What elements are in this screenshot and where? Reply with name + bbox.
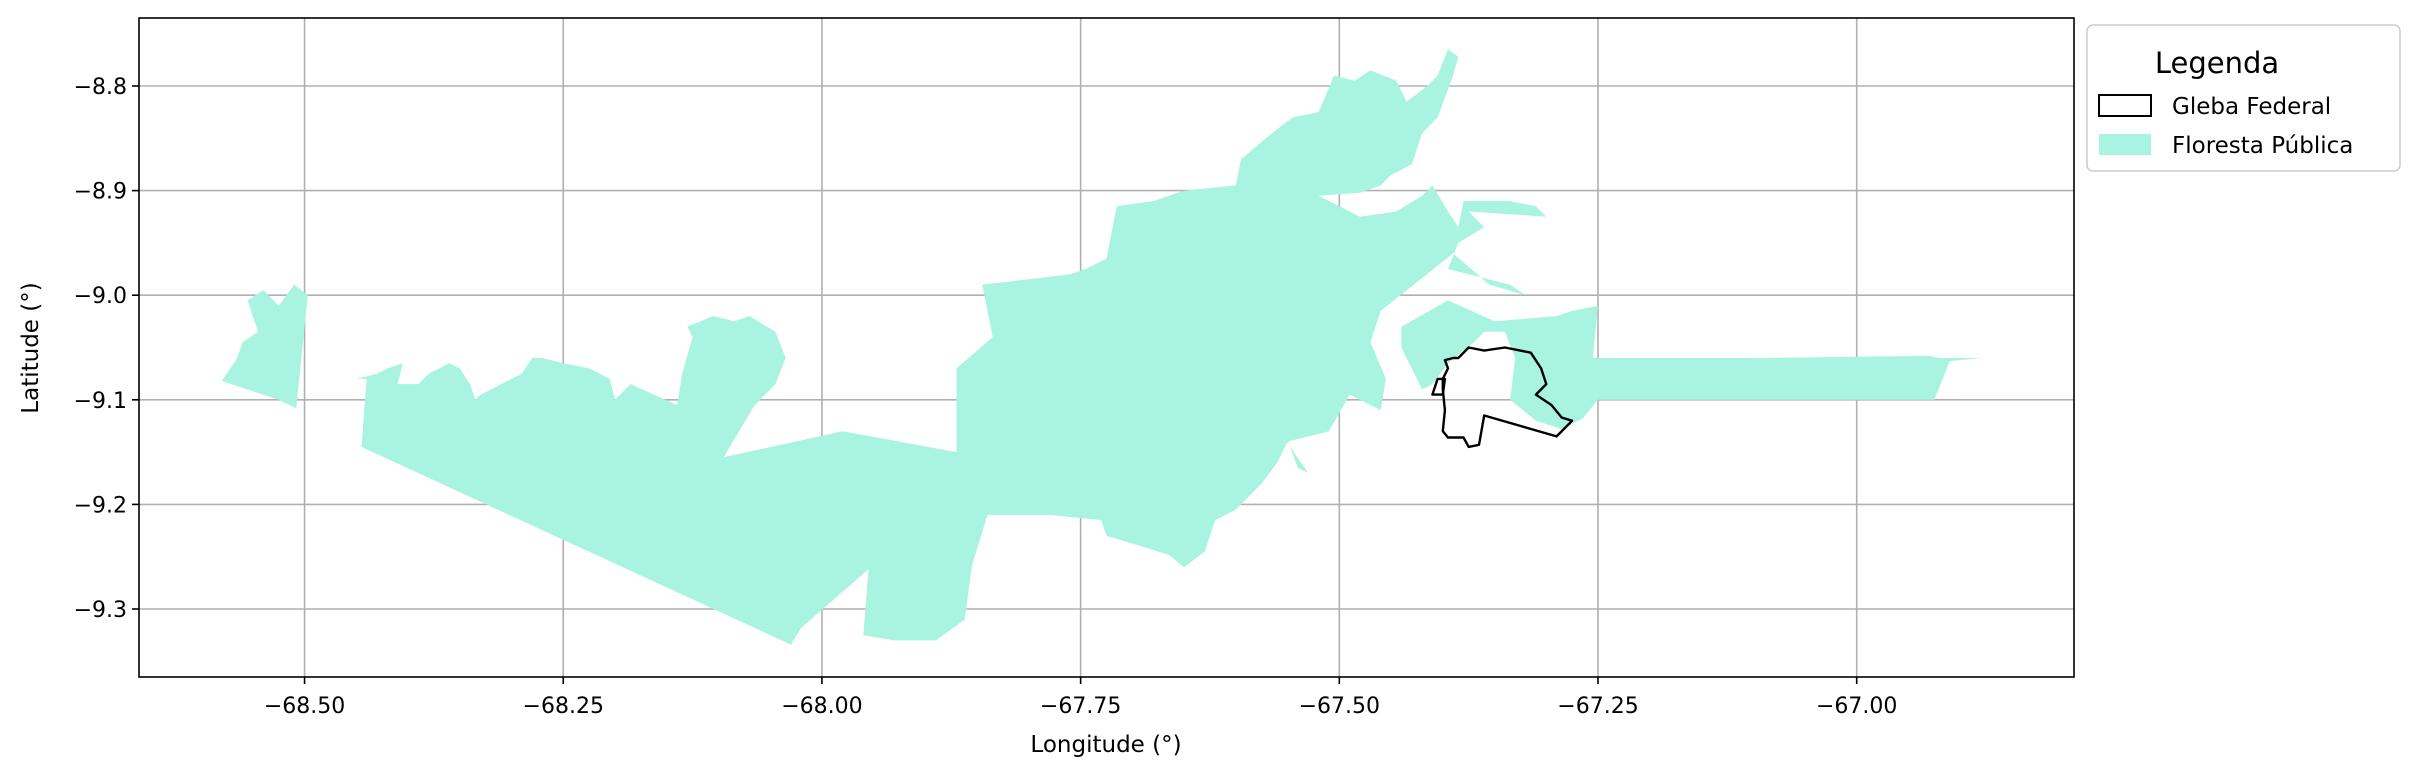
- y-axis-label: Latitude (°): [18, 282, 44, 413]
- x-tick-label: −68.25: [523, 694, 604, 719]
- x-tick-label: −67.75: [1040, 694, 1121, 719]
- axis-ticks: −68.50 −68.25 −68.00 −67.75 −67.50 −67.25 −67.…: [74, 75, 1898, 719]
- x-tick-label: −67.00: [1816, 694, 1897, 719]
- plot-frame: [138, 17, 2075, 678]
- floresta-publica-polygon: [1401, 300, 1981, 430]
- legend-swatch-gleba-federal: [2098, 94, 2152, 117]
- y-tick-label: −9.1: [74, 389, 127, 414]
- gleba-federal-polygon: [1441, 346, 1574, 449]
- legend-title: Legenda: [2155, 46, 2279, 80]
- x-tick-label: −67.50: [1299, 694, 1380, 719]
- map-layers: [221, 49, 1981, 645]
- x-axis-label: Longitude (°): [1030, 732, 1181, 758]
- y-tick-label: −9.2: [74, 493, 127, 518]
- legend-swatch-floresta-publica: [2099, 134, 2151, 155]
- y-tick-label: −8.9: [74, 180, 127, 205]
- legend-label-gleba-federal: Gleba Federal: [2172, 94, 2331, 120]
- y-tick-label: −8.8: [74, 75, 127, 100]
- legend: Legenda Gleba Federal Floresta Pública: [2086, 24, 2401, 172]
- floresta-publica-polygon: [356, 49, 1547, 645]
- legend-box: [2086, 24, 2401, 172]
- layer-gleba-federal: [1431, 346, 1574, 449]
- floresta-publica-polygon: [1246, 387, 1309, 473]
- legend-label-floresta-publica: Floresta Pública: [2172, 133, 2353, 159]
- x-tick-label: −68.50: [264, 694, 345, 719]
- x-tick-label: −68.00: [781, 694, 862, 719]
- y-tick-label: −9.3: [74, 598, 127, 623]
- x-tick-label: −67.25: [1557, 694, 1638, 719]
- layer-floresta-publica: [221, 49, 1981, 645]
- y-tick-label: −9.0: [74, 284, 127, 309]
- gleba-federal-polygon: [1431, 377, 1447, 396]
- floresta-publica-polygon: [221, 284, 308, 409]
